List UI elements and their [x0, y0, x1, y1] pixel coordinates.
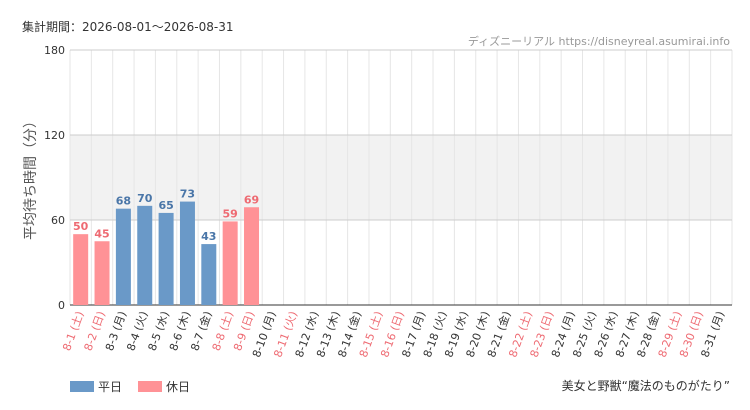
data-label: 65: [158, 199, 173, 212]
bar: [244, 207, 260, 305]
data-label: 45: [94, 227, 109, 240]
attraction-name: 美女と野獣“魔法のものがたり”: [561, 379, 730, 393]
legend-item-weekday: 平日: [70, 378, 122, 395]
bar: [201, 244, 217, 305]
bar: [115, 208, 131, 305]
data-label: 73: [180, 188, 195, 201]
bar: [94, 241, 110, 305]
y-axis-label: 平均待ち時間（分）: [23, 114, 39, 240]
bar: [158, 212, 174, 305]
bar: [179, 201, 195, 305]
data-label: 68: [116, 195, 131, 208]
bar: [137, 205, 153, 305]
data-label: 70: [137, 192, 153, 205]
legend: 平日 休日: [70, 378, 206, 395]
legend-label-weekday: 平日: [98, 380, 123, 394]
legend-swatch-weekday: [70, 381, 94, 392]
source-label: ディズニーリアル https://disneyreal.asumirai.inf…: [467, 35, 730, 48]
legend-swatch-holiday: [138, 381, 163, 392]
period-label: 集計期間：2026-08-01〜2026-08-31: [22, 20, 234, 34]
y-tick-label: 180: [44, 44, 65, 57]
y-tick-label: 0: [58, 299, 65, 312]
legend-label-holiday: 休日: [166, 380, 191, 394]
legend-item-holiday: 休日: [138, 378, 190, 395]
bar: [73, 234, 89, 305]
y-tick-label: 60: [51, 214, 65, 227]
bar: [222, 221, 238, 305]
y-tick-label: 120: [44, 129, 65, 142]
data-label: 59: [223, 207, 238, 220]
data-label: 43: [201, 230, 216, 243]
data-label: 69: [244, 193, 259, 206]
data-label: 50: [73, 220, 89, 233]
